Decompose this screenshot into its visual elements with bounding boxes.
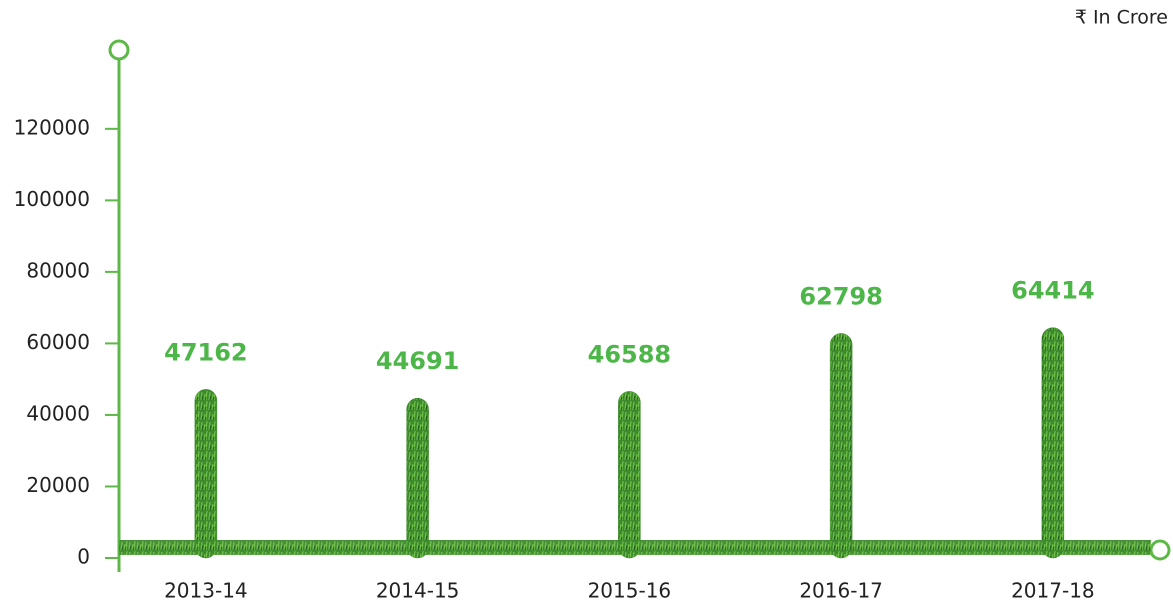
y-tick-label: 20000 [26, 473, 90, 497]
unit-label: ₹ In Crore [1075, 7, 1168, 29]
y-tick-label: 60000 [26, 330, 90, 354]
axis-end [1151, 541, 1169, 559]
x-tick-label: 2017-18 [1011, 579, 1095, 603]
y-tick-label: 80000 [26, 258, 90, 282]
axis-end [110, 41, 128, 59]
value-label: 47162 [164, 338, 248, 366]
bar [830, 333, 852, 558]
bar [618, 391, 640, 558]
y-tick-label: 100000 [14, 187, 90, 211]
x-tick-label: 2015-16 [588, 579, 672, 603]
bar [407, 398, 429, 558]
value-label: 62798 [799, 282, 883, 310]
value-label: 44691 [376, 347, 460, 375]
value-label: 46588 [588, 340, 672, 368]
x-tick-label: 2016-17 [799, 579, 883, 603]
chart: ₹ In Crore 0 20000 40000 60000 80000 100000 12… [0, 0, 1173, 610]
bar [1042, 328, 1064, 558]
x-tick-label: 2013-14 [164, 579, 248, 603]
x-tick-label: 2014-15 [376, 579, 460, 603]
bar [195, 389, 217, 558]
value-label: 64414 [1011, 277, 1095, 305]
y-tick-label: 0 [77, 545, 90, 569]
y-tick-label: 40000 [26, 401, 90, 425]
y-tick-label: 120000 [14, 115, 90, 139]
